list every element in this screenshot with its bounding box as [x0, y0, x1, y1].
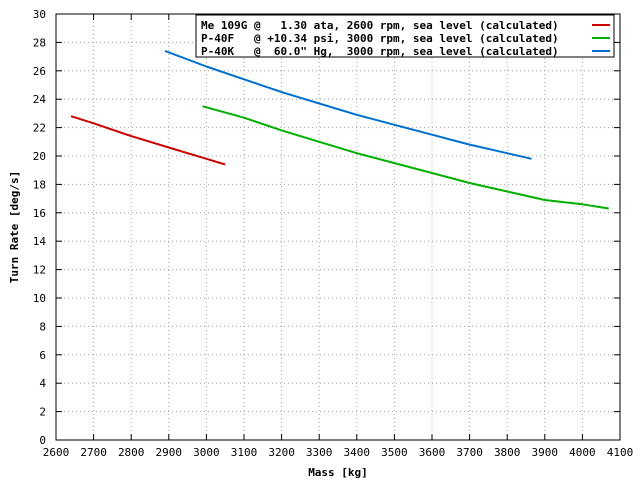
y-tick-label: 20 [33, 150, 46, 163]
x-tick-label: 3000 [193, 446, 220, 459]
x-tick-label: 2600 [43, 446, 70, 459]
x-tick-label: 3900 [532, 446, 559, 459]
x-tick-label: 3700 [456, 446, 483, 459]
x-tick-label: 3100 [231, 446, 258, 459]
x-tick-label: 4000 [569, 446, 596, 459]
x-axis-title: Mass [kg] [308, 466, 368, 479]
plot-border [55, 13, 621, 441]
x-tick-label: 3300 [306, 446, 333, 459]
y-tick-label: 26 [33, 65, 46, 78]
legend-label-1: P-40F @ +10.34 psi, 3000 rpm, sea level … [201, 32, 559, 45]
y-tick-label: 6 [39, 349, 46, 362]
series-line-2 [164, 49, 532, 160]
x-tick-label: 3500 [381, 446, 408, 459]
legend-label-0: Me 109G @ 1.30 ata, 2600 rpm, sea level … [201, 19, 559, 32]
y-tick-label: 0 [39, 434, 46, 447]
grid-lines [56, 14, 620, 440]
y-tick-label: 30 [33, 8, 46, 21]
x-tick-label: 3800 [494, 446, 521, 459]
x-tick-label: 2900 [156, 446, 183, 459]
series-lines [70, 49, 609, 210]
y-tick-label: 22 [33, 122, 46, 135]
x-tick-label: 3200 [268, 446, 295, 459]
y-tick-label: 18 [33, 178, 46, 191]
x-tick-label: 2800 [118, 446, 145, 459]
legend: Me 109G @ 1.30 ata, 2600 rpm, sea level … [195, 14, 615, 58]
x-tick-label: 3400 [344, 446, 371, 459]
y-tick-label: 2 [39, 406, 46, 419]
y-axis-title: Turn Rate [deg/s] [8, 171, 21, 284]
y-tick-label: 16 [33, 207, 46, 220]
y-tick-label: 4 [39, 377, 46, 390]
y-tick-label: 28 [33, 36, 46, 49]
series-line-0 [70, 115, 226, 166]
legend-label-2: P-40K @ 60.0" Hg, 3000 rpm, sea level (c… [201, 45, 559, 58]
y-tick-label: 14 [33, 235, 47, 248]
y-tick-label: 24 [33, 93, 47, 106]
x-tick-label: 4100 [607, 446, 634, 459]
x-tick-label: 2700 [80, 446, 107, 459]
x-tick-label: 3600 [419, 446, 446, 459]
series-line-1 [202, 105, 609, 210]
y-tick-label: 10 [33, 292, 46, 305]
legend-box [195, 14, 615, 58]
y-tick-label: 8 [39, 320, 46, 333]
tick-labels: 2600 2700 2800 2900 3000 3100 3200 3300 3400 3500… [33, 8, 634, 459]
y-tick-label: 12 [33, 264, 46, 277]
